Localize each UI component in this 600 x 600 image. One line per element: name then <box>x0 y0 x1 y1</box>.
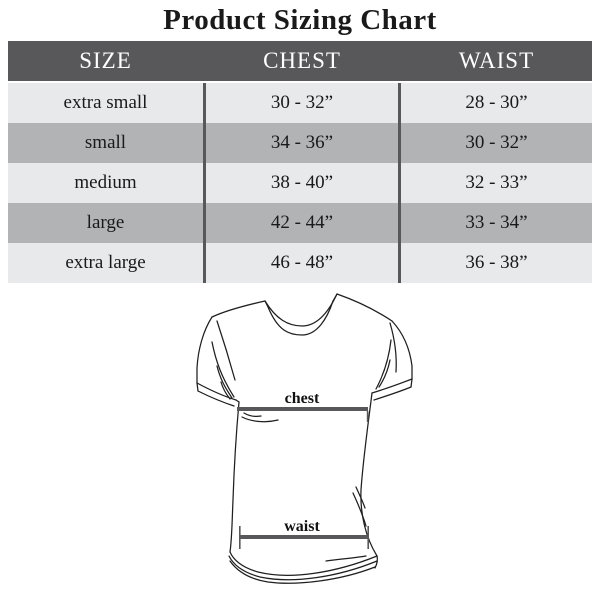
table-row: medium 38 - 40” 32 - 33” <box>8 163 592 203</box>
table-row: small 34 - 36” 30 - 32” <box>8 123 592 163</box>
measurement-lines <box>237 407 369 549</box>
chest-cell: 34 - 36” <box>206 123 398 163</box>
column-divider <box>203 203 206 243</box>
chest-label: chest <box>285 390 320 407</box>
column-divider <box>203 243 206 283</box>
waist-label: waist <box>284 518 320 535</box>
table-header-row: SIZE CHEST WAIST <box>8 41 592 81</box>
size-cell: extra large <box>8 243 203 283</box>
waist-cell: 28 - 30” <box>401 83 592 123</box>
table-row: extra small 30 - 32” 28 - 30” <box>8 83 592 123</box>
header-separator <box>8 81 592 83</box>
waist-measure-tick-left <box>239 526 241 549</box>
waist-cell: 36 - 38” <box>401 243 592 283</box>
column-header-size: SIZE <box>79 48 132 73</box>
column-divider <box>203 83 206 123</box>
column-header-chest: CHEST <box>263 48 341 73</box>
chest-cell: 42 - 44” <box>206 203 398 243</box>
column-divider <box>398 123 401 163</box>
chest-cell: 38 - 40” <box>206 163 398 203</box>
chest-cell: 30 - 32” <box>206 83 398 123</box>
tshirt-outline <box>196 293 413 584</box>
chest-measure-tick <box>366 411 369 422</box>
size-cell: small <box>8 123 203 163</box>
waist-measure-tick-right <box>367 526 369 549</box>
waist-cell: 32 - 33” <box>401 163 592 203</box>
column-divider <box>203 123 206 163</box>
waist-cell: 30 - 32” <box>401 123 592 163</box>
size-cell: medium <box>8 163 203 203</box>
column-divider <box>398 203 401 243</box>
page-title: Product Sizing Chart <box>163 4 437 36</box>
column-header-waist: WAIST <box>458 48 535 73</box>
tshirt-measurement-diagram: chest waist <box>196 293 413 584</box>
size-cell: large <box>8 203 203 243</box>
column-divider <box>398 83 401 123</box>
column-divider <box>203 163 206 203</box>
table-row: extra large 46 - 48” 36 - 38” <box>8 243 592 283</box>
column-divider <box>398 163 401 203</box>
sizing-table: SIZE CHEST WAIST extra small 30 - 32” 28… <box>8 41 592 283</box>
waist-measure-line <box>240 535 368 539</box>
chest-cell: 46 - 48” <box>206 243 398 283</box>
table-row: large 42 - 44” 33 - 34” <box>8 203 592 243</box>
waist-cell: 33 - 34” <box>401 203 592 243</box>
size-cell: extra small <box>8 83 203 123</box>
column-divider <box>398 243 401 283</box>
chest-measure-line <box>237 407 368 411</box>
